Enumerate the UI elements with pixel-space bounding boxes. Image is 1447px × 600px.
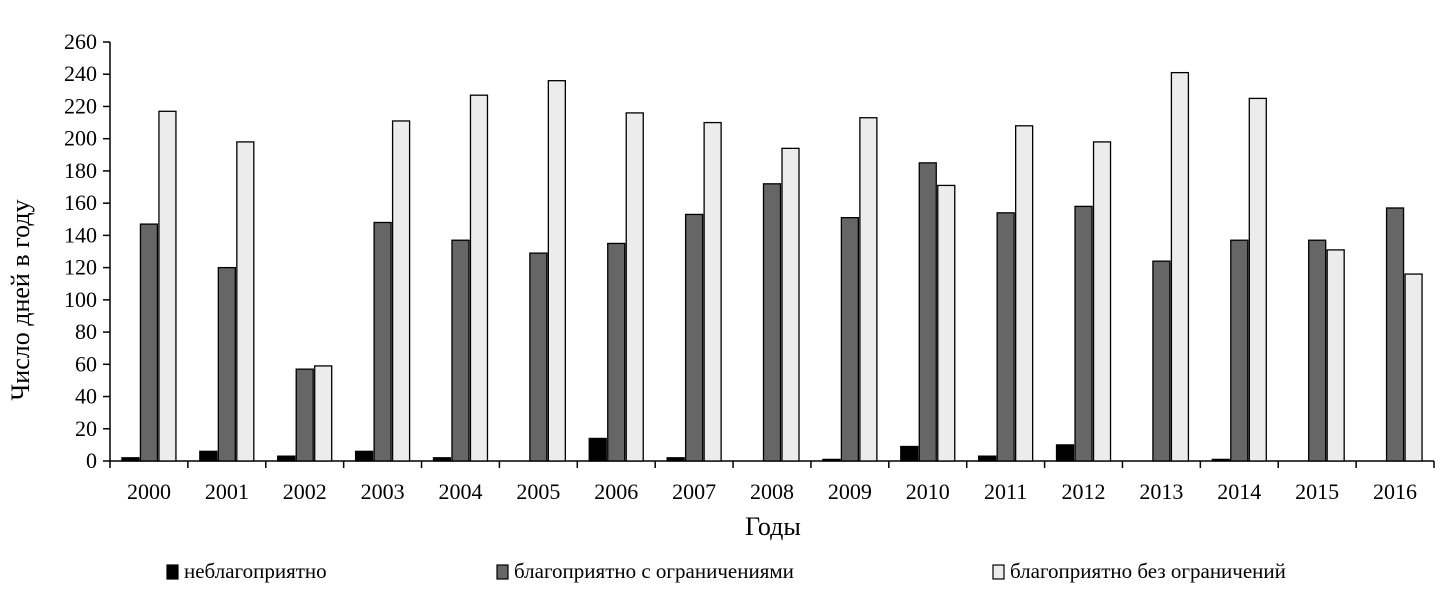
legend-swatch-2 (992, 564, 1005, 580)
x-tick-label: 2005 (516, 479, 560, 504)
x-tick-label: 2006 (594, 479, 638, 504)
bar-1-2010 (918, 162, 937, 462)
y-tick-label: 20 (75, 416, 97, 441)
y-tick-label: 260 (64, 29, 97, 54)
bar-1-2000 (139, 223, 159, 462)
bar-2-2013 (1170, 71, 1190, 462)
x-tick-label: 2007 (672, 479, 716, 504)
bar-1-2001 (217, 266, 236, 462)
bar-2-2015 (1326, 249, 1345, 462)
x-tick-label: 2003 (361, 479, 405, 504)
bar-0-2009 (822, 458, 841, 462)
bar-2-2016 (1404, 273, 1423, 462)
y-tick-label: 220 (64, 93, 97, 118)
bar-2-2009 (859, 117, 878, 462)
y-tick-label: 80 (75, 319, 97, 344)
y-tick-label: 0 (86, 448, 97, 473)
bar-0-2010 (900, 445, 919, 462)
bar-1-2012 (1074, 205, 1093, 462)
bar-0-2000 (121, 457, 140, 462)
y-tick-label: 60 (75, 351, 97, 376)
bar-0-2006 (588, 437, 607, 462)
bar-2-2004 (469, 94, 489, 462)
bar-0-2002 (277, 455, 296, 462)
bar-2-2012 (1092, 141, 1112, 462)
bar-2-2003 (391, 120, 411, 462)
y-axis: 0 20 40 60 80 100 120 140 160 180 200 220 240 260 (64, 29, 111, 473)
bar-0-2003 (354, 450, 374, 462)
legend-swatch-1 (496, 564, 509, 580)
bar-0-2001 (199, 450, 218, 462)
bar-1-2015 (1308, 239, 1327, 462)
bar-1-2011 (996, 212, 1015, 462)
y-tick-label: 100 (64, 287, 97, 312)
x-tick-label: 2009 (828, 479, 872, 504)
x-tick-label: 2016 (1373, 479, 1417, 504)
bar-1-2016 (1385, 207, 1405, 462)
bar-1-2003 (373, 221, 392, 462)
bar-2-2005 (547, 80, 567, 462)
x-tick-label: 2010 (906, 479, 950, 504)
y-tick-label: 180 (64, 158, 97, 183)
x-tick-label: 2012 (1062, 479, 1106, 504)
bar-2-2008 (781, 147, 800, 462)
bar-1-2002 (295, 368, 314, 462)
y-axis-title: Число дней в году (6, 199, 35, 400)
y-tick-label: 240 (64, 61, 97, 86)
bar-2-2007 (703, 121, 722, 462)
bar-2-2001 (236, 141, 255, 462)
bar-0-2004 (432, 457, 452, 462)
legend-label-0: неблагоприятно (184, 559, 327, 583)
bar-2-2000 (158, 110, 177, 462)
bars (121, 71, 1423, 462)
y-tick-label: 160 (64, 190, 97, 215)
bar-0-2012 (1055, 444, 1075, 462)
x-tick-label: 2013 (1139, 479, 1183, 504)
bar-0-2007 (666, 457, 685, 462)
x-tick-label: 2001 (205, 479, 249, 504)
bar-2-2006 (625, 112, 644, 462)
legend-swatch-0 (166, 564, 179, 580)
bar-2-2010 (937, 184, 956, 462)
bar-1-2013 (1152, 260, 1171, 462)
bar-1-2014 (1230, 239, 1249, 462)
bar-1-2005 (529, 252, 548, 462)
legend-label-1: благоприятно с ограничениями (514, 559, 794, 583)
bar-1-2004 (451, 239, 470, 462)
legend: неблагоприятно благоприятно с ограничения… (166, 559, 1286, 583)
x-tick-label: 2004 (438, 479, 482, 504)
x-tick-label: 2014 (1217, 479, 1261, 504)
bar-0-2014 (1211, 458, 1230, 462)
y-tick-label: 40 (75, 384, 97, 409)
bar-1-2009 (840, 217, 860, 462)
x-tick-label: 2008 (750, 479, 794, 504)
bar-2-2014 (1248, 97, 1267, 462)
bar-0-2011 (977, 455, 997, 462)
x-axis: 2000 2001 2002 2003 2004 2005 2006 2007 2008 2009… (109, 460, 1435, 504)
y-tick-label: 200 (64, 126, 97, 151)
y-tick-label: 120 (64, 255, 97, 280)
bar-2-2011 (1014, 125, 1034, 462)
bar-2-2002 (314, 365, 333, 462)
x-tick-label: 2002 (283, 479, 327, 504)
bar-1-2007 (684, 213, 704, 462)
bar-1-2008 (762, 183, 782, 462)
y-tick-label: 140 (64, 222, 97, 247)
x-tick-label: 2015 (1295, 479, 1339, 504)
legend-label-2: благоприятно без ограничений (1010, 559, 1286, 583)
x-axis-title: Годы (745, 512, 801, 541)
x-tick-label: 2011 (984, 479, 1027, 504)
x-tick-label: 2000 (127, 479, 171, 504)
bar-1-2006 (607, 242, 626, 462)
